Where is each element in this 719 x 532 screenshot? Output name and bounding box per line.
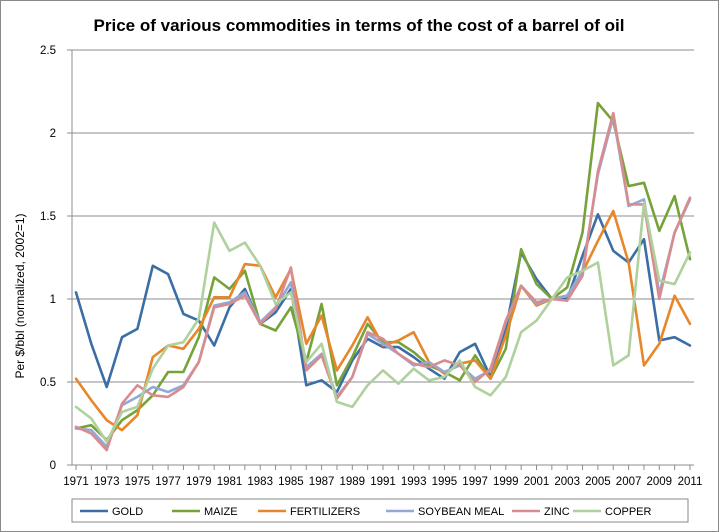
legend-item-soybean-meal: SOYBEAN MEAL bbox=[386, 506, 504, 518]
y-axis-label: Per $/bbl (normalized, 2002=1) bbox=[13, 213, 27, 378]
series-line-maize bbox=[74, 101, 692, 442]
legend-label: SOYBEAN MEAL bbox=[418, 506, 504, 518]
y-tick-labels: 0 0.5 1 1.5 2 2.5 bbox=[40, 45, 56, 472]
grid-lines bbox=[72, 49, 694, 383]
x-tick-label: 1991 bbox=[370, 476, 396, 488]
legend-label: COPPER bbox=[605, 506, 652, 518]
x-tick-label: 1983 bbox=[247, 476, 273, 488]
x-tick-labels: 1971 1973 1975 1977 1979 1981 1983 1985 1987 1989… bbox=[63, 476, 702, 488]
series-line-fertilizers bbox=[74, 209, 692, 432]
series-line-zinc bbox=[74, 111, 692, 452]
x-tick-label: 2005 bbox=[585, 476, 611, 488]
x-tick-label: 1989 bbox=[340, 476, 366, 488]
x-tick-label: 1971 bbox=[63, 476, 89, 488]
series-lines bbox=[74, 101, 692, 452]
x-tick-label: 2003 bbox=[554, 476, 580, 488]
legend-label: FERTILIZERS bbox=[290, 506, 360, 518]
axes bbox=[67, 49, 694, 470]
legend-items: GOLD MAIZE FERTILIZERS SOYBEAN MEAL ZINC COPP… bbox=[80, 506, 652, 518]
legend-label: ZINC bbox=[544, 506, 570, 518]
legend bbox=[71, 498, 689, 523]
legend-item-fertilizers: FERTILIZERS bbox=[258, 506, 360, 518]
x-tick-label: 1981 bbox=[217, 476, 243, 488]
y-tick-label: 2.5 bbox=[40, 45, 56, 57]
y-tick-label: 1.5 bbox=[40, 211, 56, 223]
y-tick-label: 1 bbox=[50, 294, 56, 306]
legend-item-gold: GOLD bbox=[80, 506, 143, 518]
x-tick-label: 1975 bbox=[125, 476, 151, 488]
x-tick-label: 1985 bbox=[278, 476, 304, 488]
x-tick-label: 2007 bbox=[616, 476, 642, 488]
x-tick-label: 1987 bbox=[309, 476, 335, 488]
legend-label: GOLD bbox=[112, 506, 143, 518]
x-tick-label: 2009 bbox=[647, 476, 673, 488]
x-tick-label: 1973 bbox=[94, 476, 120, 488]
series-line-copper bbox=[74, 201, 692, 444]
x-tick-label: 2001 bbox=[524, 476, 550, 488]
legend-item-copper: COPPER bbox=[573, 506, 652, 518]
x-tick-label: 1977 bbox=[155, 476, 181, 488]
x-tick-label: 1997 bbox=[462, 476, 488, 488]
x-tick-label: 1999 bbox=[493, 476, 519, 488]
legend-label: MAIZE bbox=[204, 506, 238, 518]
y-tick-label: 2 bbox=[50, 128, 56, 140]
chart-title: Price of various commodities in terms of… bbox=[94, 16, 625, 35]
x-tick-label: 1995 bbox=[432, 476, 458, 488]
x-tick-label: 1979 bbox=[186, 476, 212, 488]
x-tick-label: 2011 bbox=[678, 476, 703, 488]
legend-item-zinc: ZINC bbox=[512, 506, 570, 518]
legend-item-maize: MAIZE bbox=[172, 506, 238, 518]
x-tick-label: 1993 bbox=[401, 476, 427, 488]
y-tick-label: 0 bbox=[50, 460, 56, 472]
y-tick-label: 0.5 bbox=[40, 377, 56, 389]
